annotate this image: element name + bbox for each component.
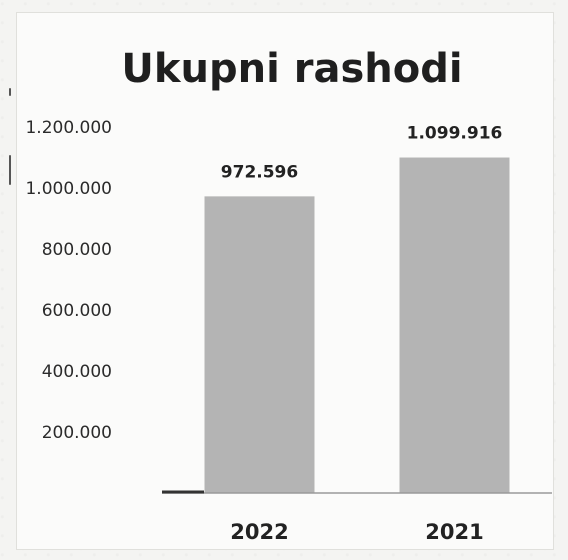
y-tick-label: 400.000 [42,362,112,382]
bar [204,196,315,493]
y-tick-label: 1.200.000 [25,118,112,138]
y-tick-label: 800.000 [42,240,112,260]
y-tick-label: 1.000.000 [25,179,112,199]
y-axis-ticks: 200.000 400.000 600.000 800.000 1.000.000 1.2… [25,118,112,443]
x-tick-label: 2021 [425,520,483,544]
data-labels: 972.596 1.099.916 [221,124,503,183]
data-label: 1.099.916 [407,124,503,144]
y-tick-label: 200.000 [42,423,112,443]
y-tick-label: 600.000 [42,301,112,321]
data-label: 972.596 [221,162,298,182]
scan-artifact [9,88,11,96]
bar [399,157,510,493]
x-tick-label: 2022 [230,520,288,544]
scan-artifact [9,155,11,185]
chart-title: Ukupni rashodi [121,46,462,92]
x-axis-labels: 2022 2021 [230,520,483,544]
bars [204,157,510,493]
